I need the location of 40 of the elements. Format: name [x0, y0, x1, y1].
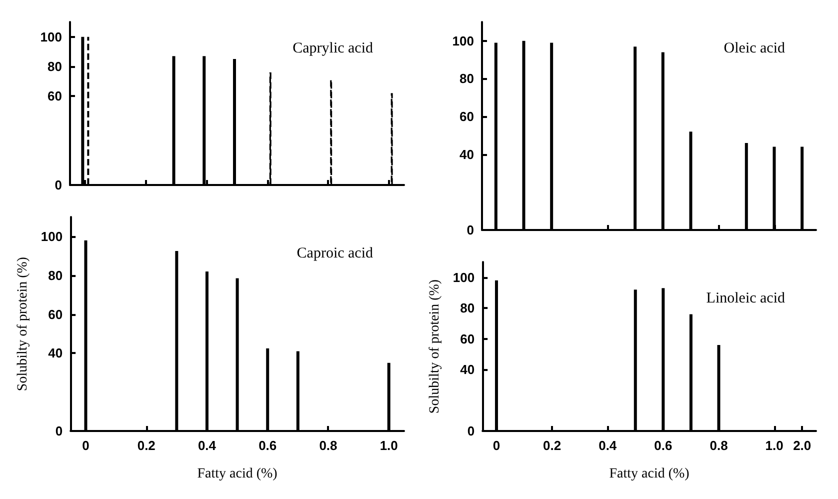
y-tick-label: 80	[460, 300, 475, 316]
y-tick-label: 100	[452, 33, 474, 48]
x-tick-label: 0.4	[598, 438, 618, 453]
x-axis-title: Fatty acid (%)	[197, 466, 278, 482]
y-tick-label: 80	[48, 268, 63, 283]
text: Caproic acid	[296, 246, 374, 262]
x-tick-label: 0.8	[319, 438, 338, 453]
y-tick-label: 80	[460, 71, 474, 86]
x-tick-label: 0.4	[198, 438, 217, 453]
x-tick-label: 0.6	[258, 438, 277, 453]
y-tick-label: 0	[54, 178, 62, 192]
x-tick-label: 0.8	[710, 438, 728, 453]
y-axis-title: Solubilty of protein (%)	[16, 256, 30, 392]
text: Caprylic acid	[292, 40, 374, 56]
y-tick-label: 60	[48, 306, 63, 322]
y-tick-label: 100	[40, 228, 63, 244]
x-tick-label: 1.0	[380, 438, 398, 453]
x-tick-label: 0.2	[543, 438, 562, 453]
y-tick-label: 60	[460, 109, 474, 124]
y-tick-label: 40	[460, 146, 474, 162]
y-tick-label: 100	[40, 29, 62, 44]
y-tick-label: 40	[48, 346, 63, 361]
y-tick-label: 0	[467, 424, 475, 438]
y-tick-label: 0	[55, 424, 63, 438]
x-tick-label: 2.0	[793, 438, 812, 453]
x-tick-label: 0	[82, 438, 90, 453]
text: Linoleic acid	[706, 290, 786, 306]
y-tick-label: 0	[466, 222, 474, 238]
y-axis-title: Solubilty of protein (%)	[428, 279, 442, 414]
x-tick-label: 0.6	[654, 438, 672, 453]
y-tick-label: 60	[48, 88, 62, 104]
x-axis-title: Fatty acid (%)	[609, 466, 690, 482]
text: Oleic acid	[724, 40, 786, 56]
y-tick-label: 40	[460, 362, 475, 378]
x-tick-label: 1.0	[765, 438, 784, 453]
x-tick-label: 0	[492, 438, 500, 453]
y-tick-label: 100	[452, 270, 475, 285]
y-tick-label: 60	[460, 331, 475, 346]
y-tick-label: 80	[48, 58, 62, 74]
x-tick-label: 0.2	[137, 438, 156, 453]
